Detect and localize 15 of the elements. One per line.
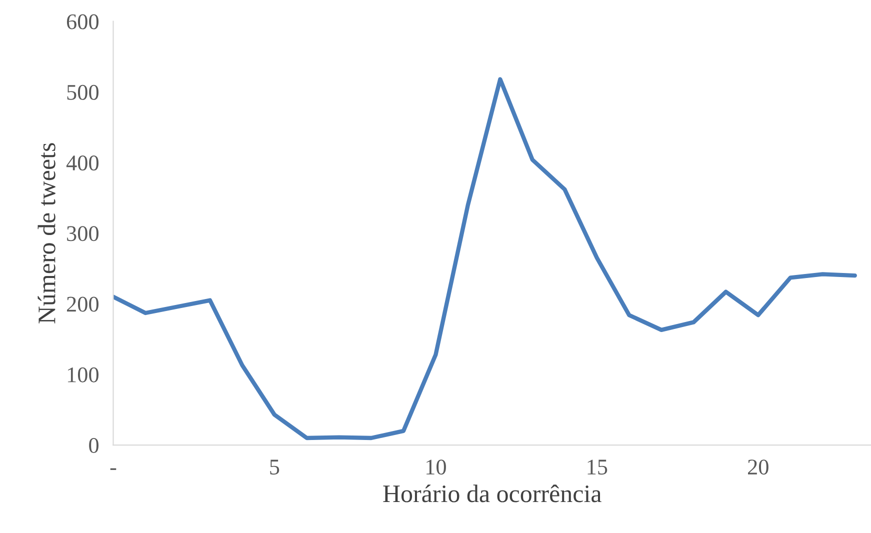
y-tick-label: 400: [66, 155, 98, 170]
y-tick-label: 300: [67, 226, 98, 242]
x-tick-label: 20: [748, 460, 768, 475]
y-axis-title: Número de tweets: [38, 143, 56, 324]
y-tick-label: 200: [66, 296, 98, 312]
y-tick-label: 600: [66, 14, 98, 30]
x-tick-label: 15: [588, 460, 608, 475]
x-axis-title: Horário da ocorrência: [383, 484, 602, 502]
y-tick-label: 100: [68, 367, 98, 382]
y-tick-label: 500: [67, 84, 98, 100]
x-tick-label: -: [110, 468, 116, 470]
x-tick-label: 10: [426, 460, 446, 475]
y-tick-label: 0: [89, 438, 98, 453]
x-tick-label: 5: [270, 460, 280, 475]
line-series: [113, 77, 857, 440]
